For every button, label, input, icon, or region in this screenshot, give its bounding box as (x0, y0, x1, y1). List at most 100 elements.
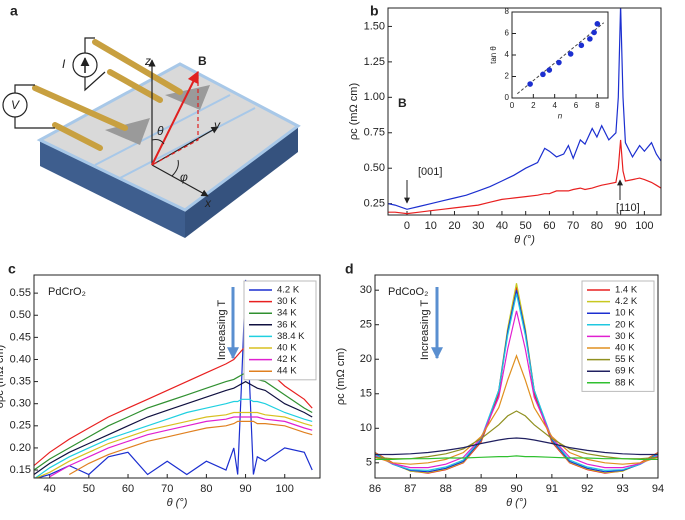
x-tick-label: 87 (404, 483, 416, 495)
y-tick-label: 0.55 (10, 287, 31, 299)
x-tick-label: 100 (276, 483, 294, 495)
angle-label: θ (157, 124, 164, 138)
y-tick-label: 0 (505, 93, 510, 102)
annotation: Increasing T (419, 300, 431, 361)
series-line (375, 290, 658, 473)
point (540, 71, 546, 78)
panel-label: c (8, 261, 16, 277)
axis-label: y (213, 118, 221, 132)
y-axis-label: ρc (mΩ cm) (335, 348, 347, 405)
panel-label: b (370, 3, 379, 19)
x-tick-label: 50 (83, 483, 95, 495)
plot-layer (34, 279, 313, 478)
annotation: PdCrO₂ (48, 286, 86, 298)
y-tick-label: 1.00 (364, 91, 385, 103)
axes-frame (374, 274, 659, 479)
annotation: Increasing T (216, 300, 228, 361)
point (578, 42, 585, 49)
y-tick-label: 1.25 (364, 56, 385, 68)
x-tick-label: 93 (617, 483, 629, 495)
x-tick-label: 90 (615, 220, 627, 232)
y-tick-label: 4 (505, 50, 510, 59)
field-label: B (198, 54, 207, 68)
legend-label: 10 K (615, 308, 635, 319)
point (546, 67, 553, 73)
x-tick-label: 0 (404, 220, 410, 232)
series-line (375, 286, 658, 474)
x-tick-label: 90 (239, 483, 251, 495)
x-axis-label: θ (°) (506, 497, 527, 509)
series-line (388, 8, 661, 210)
series-line (34, 279, 313, 478)
y-tick-label: 0.50 (10, 309, 31, 321)
x-tick-label: 86 (369, 483, 381, 495)
annotation: [110] (616, 202, 640, 214)
voltage-label: V (11, 98, 20, 112)
chart-panel: 0 10 20 30 40 50 60 70 80 90 1000.250.500.751.001.… (348, 7, 662, 246)
plot-area (512, 12, 608, 98)
fit-line (517, 22, 605, 95)
series-line (375, 437, 658, 456)
y-tick-label: 30 (360, 284, 372, 296)
chart-panel: 40 50 60 70 80 90 100 0.15 0.20 0.25 0.30 0.35 0.40 0… (0, 274, 321, 509)
point (587, 36, 593, 42)
legend-label: 55 K (615, 354, 635, 365)
y-tick-label: 0.20 (10, 442, 31, 454)
current-label: I (62, 57, 66, 71)
series-line (388, 139, 661, 215)
panel-label: d (345, 261, 354, 277)
point (594, 21, 601, 27)
point (567, 51, 574, 57)
x-tick-label: 70 (567, 220, 579, 232)
plot-layer (517, 21, 605, 95)
legend-label: 36 K (277, 319, 297, 330)
legend-box (243, 280, 317, 381)
axes-frame (387, 7, 662, 216)
point (556, 59, 562, 66)
legend-label: 30 K (615, 331, 635, 342)
y-tick-label: 10 (360, 422, 372, 434)
y-tick-label: 6 (505, 29, 510, 38)
point (527, 81, 533, 87)
series-line (375, 410, 658, 460)
y-axis-label: ρc (mΩ cm) (348, 83, 360, 140)
legend-label: 1.4 K (615, 285, 638, 296)
x-tick-label: 40 (496, 220, 508, 232)
series-line (375, 293, 658, 472)
y-tick-label: 20 (360, 353, 372, 365)
plot-layer (388, 8, 661, 215)
series-line (34, 398, 313, 478)
x-tick-label: 8 (595, 101, 600, 110)
series-line (69, 420, 313, 476)
y-tick-label: 25 (360, 319, 372, 331)
annotation: PdCoO₂ (388, 286, 428, 298)
y-tick-label: 0.45 (10, 331, 31, 343)
x-tick-label: 50 (520, 220, 532, 232)
legend-label: 40 K (277, 343, 297, 354)
series-line (375, 283, 658, 474)
point (591, 29, 597, 36)
y-tick-label: 1.50 (364, 20, 385, 32)
plot-layer (375, 283, 658, 474)
x-tick-label: 6 (574, 101, 579, 110)
x-tick-label: 40 (44, 483, 56, 495)
y-tick-label: 0.40 (10, 353, 31, 365)
y-axis-label: δρc (mΩ cm) (0, 345, 6, 408)
panel-label: a (10, 3, 18, 19)
y-axis-label: tan θ (489, 46, 498, 64)
axis-label: z (144, 54, 151, 68)
y-tick-label: 0.25 (10, 420, 31, 432)
axes-frame (511, 11, 609, 99)
annotation: [001] (418, 166, 442, 178)
x-tick-label: 20 (448, 220, 460, 232)
series-line (34, 380, 313, 475)
y-tick-label: 0.50 (364, 162, 385, 174)
legend-label: 38.4 K (277, 331, 305, 342)
x-tick-label: 94 (652, 483, 664, 495)
x-tick-label: 4 (552, 101, 557, 110)
chart-panel: 86 87 88 89 90 91 92 93 94 5 10 15 20 25 30 θ (°) ρc (mΩ… (335, 274, 664, 509)
legend-label: 44 K (277, 366, 297, 377)
x-axis-label: n (558, 112, 563, 121)
x-tick-label: 60 (543, 220, 555, 232)
